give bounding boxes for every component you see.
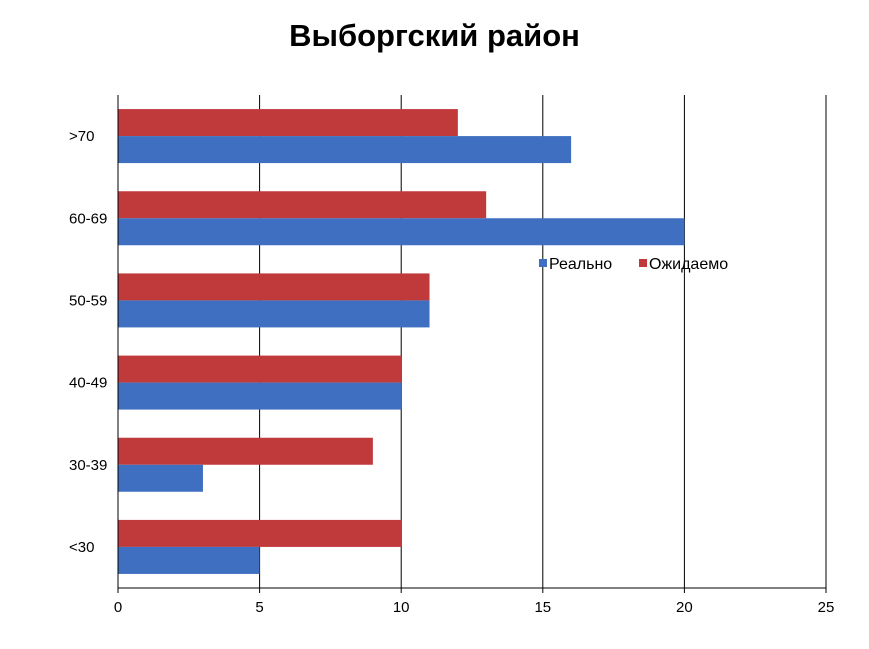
y-tick-label: 40-49 bbox=[69, 375, 107, 392]
bar-realno-0 bbox=[118, 546, 260, 574]
x-tick-label: 5 bbox=[255, 599, 263, 616]
bar-ozhidaemo-2 bbox=[118, 355, 402, 383]
bars bbox=[118, 109, 685, 574]
bar-ozhidaemo-4 bbox=[118, 191, 487, 219]
axes bbox=[117, 95, 827, 593]
x-tick-label: 25 bbox=[818, 599, 835, 616]
bar-ozhidaemo-0 bbox=[118, 519, 402, 547]
chart-title: Выборгский район bbox=[289, 18, 580, 53]
x-tick-label: 20 bbox=[676, 599, 693, 616]
bar-realno-2 bbox=[118, 382, 402, 410]
bar-realno-1 bbox=[118, 464, 203, 492]
bar-realno-3 bbox=[118, 300, 430, 328]
gridlines bbox=[259, 95, 827, 588]
bar-ozhidaemo-3 bbox=[118, 273, 430, 301]
x-tick-label: 15 bbox=[534, 599, 551, 616]
legend: Реально Ожидаемо bbox=[539, 256, 728, 273]
y-tick-label: <30 bbox=[69, 539, 94, 556]
y-tick-labels: <30 30-39 40-49 50-59 60-69 >70 bbox=[69, 128, 107, 556]
bar-realno-5 bbox=[118, 136, 572, 164]
x-tick-label: 10 bbox=[393, 599, 410, 616]
y-tick-label: >70 bbox=[69, 128, 94, 145]
bar-realno-4 bbox=[118, 218, 685, 246]
x-tick-label: 0 bbox=[114, 599, 122, 616]
legend-label: Ожидаемо bbox=[649, 256, 728, 273]
legend-swatch bbox=[539, 259, 547, 267]
y-tick-label: 50-59 bbox=[69, 292, 107, 309]
legend-label: Реально bbox=[549, 256, 612, 273]
x-tick-labels: 0 5 10 15 20 25 bbox=[114, 599, 835, 616]
bar-ozhidaemo-1 bbox=[118, 437, 373, 465]
legend-swatch bbox=[639, 259, 647, 267]
y-tick-label: 30-39 bbox=[69, 457, 107, 474]
bar-ozhidaemo-5 bbox=[118, 109, 458, 137]
y-tick-label: 60-69 bbox=[69, 210, 107, 227]
